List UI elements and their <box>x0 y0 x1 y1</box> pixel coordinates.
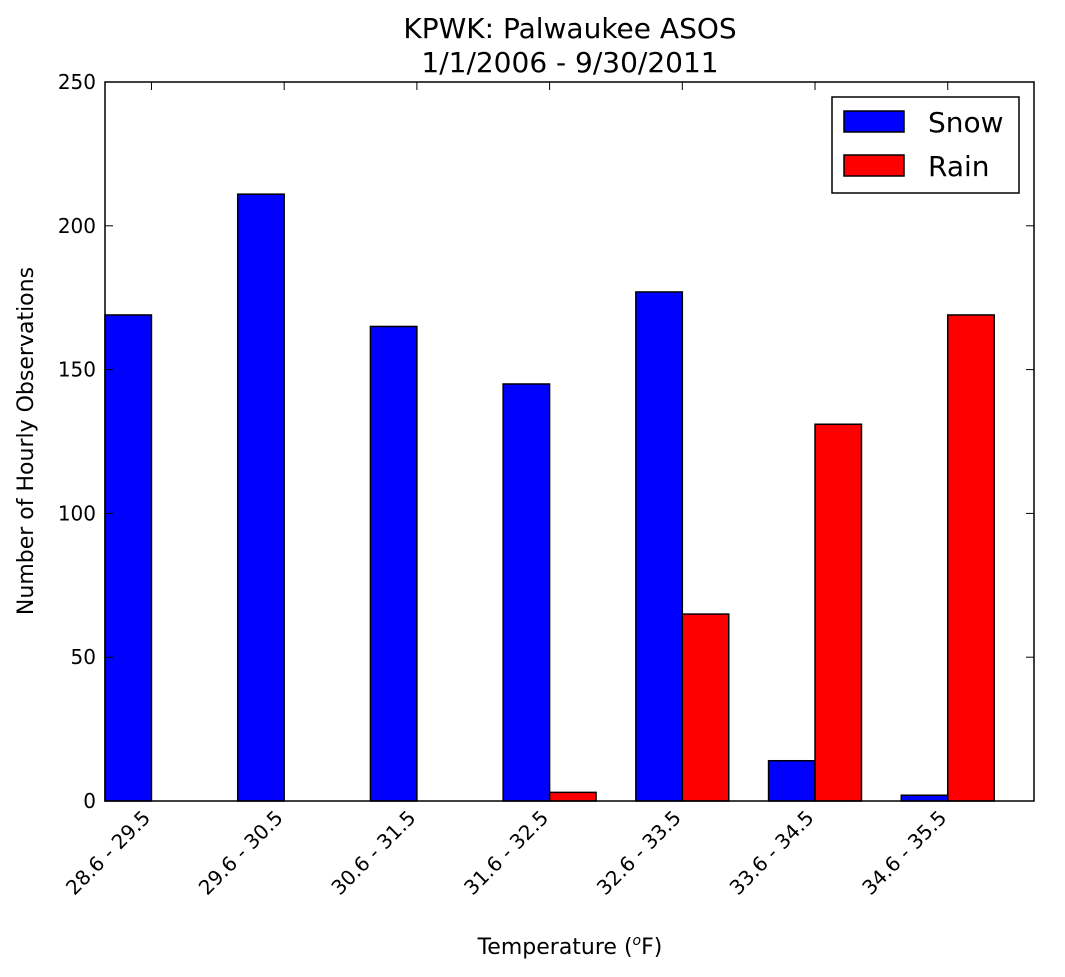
legend-label-snow: Snow <box>928 106 1004 139</box>
bar-snow-6 <box>900 794 949 802</box>
legend: Snow Rain <box>831 96 1020 194</box>
legend-label-rain: Rain <box>928 150 990 183</box>
bar-snow-1 <box>236 193 285 802</box>
bar-rain-4 <box>681 613 730 802</box>
x-tick-label: 32.6 - 33.5 <box>592 806 686 900</box>
bar-snow-2 <box>369 325 418 802</box>
x-tick-label: 28.6 - 29.5 <box>61 806 155 900</box>
x-tick-label: 33.6 - 34.5 <box>725 806 819 900</box>
y-tick-label: 200 <box>58 214 96 238</box>
x-axis-label-unit: F) <box>641 935 662 960</box>
x-tick-label: 30.6 - 31.5 <box>326 806 420 900</box>
y-axis-label: Number of Hourly Observations <box>14 267 39 615</box>
bar-rain-3 <box>548 791 597 802</box>
x-tick-label: 31.6 - 32.5 <box>459 806 553 900</box>
y-tick-label: 100 <box>58 501 96 525</box>
y-tick-label: 150 <box>58 358 96 382</box>
chart-title: KPWK: Palwaukee ASOS <box>403 12 736 45</box>
x-axis-label-text: Temperature ( <box>477 935 633 960</box>
y-tick-label: 50 <box>71 645 96 669</box>
plot-area: 0 50 100 150 200 250 28.6 - 29.5 29.6 - 30.5 30… <box>58 70 1035 900</box>
bar-rain-5 <box>814 423 863 802</box>
bar-snow-3 <box>502 383 551 802</box>
bars-group <box>104 193 995 802</box>
x-tick-label: 34.6 - 35.5 <box>857 806 951 900</box>
y-tick-label: 250 <box>58 70 96 94</box>
legend-swatch-rain <box>843 154 905 177</box>
x-tick-label: 29.6 - 30.5 <box>194 806 288 900</box>
bar-snow-0 <box>104 314 153 802</box>
y-axis-ticks: 0 50 100 150 200 250 <box>58 70 1034 813</box>
legend-swatch-snow <box>843 110 905 133</box>
bar-snow-4 <box>635 291 684 802</box>
y-tick-label: 0 <box>83 789 96 813</box>
x-axis-label: Temperature (oF) <box>477 933 663 960</box>
bar-snow-5 <box>767 759 816 802</box>
plot-frame <box>104 81 1035 802</box>
chart-subtitle: 1/1/2006 - 9/30/2011 <box>421 46 718 79</box>
x-axis-label-superscript: o <box>633 933 642 949</box>
bar-rain-6 <box>946 314 995 802</box>
